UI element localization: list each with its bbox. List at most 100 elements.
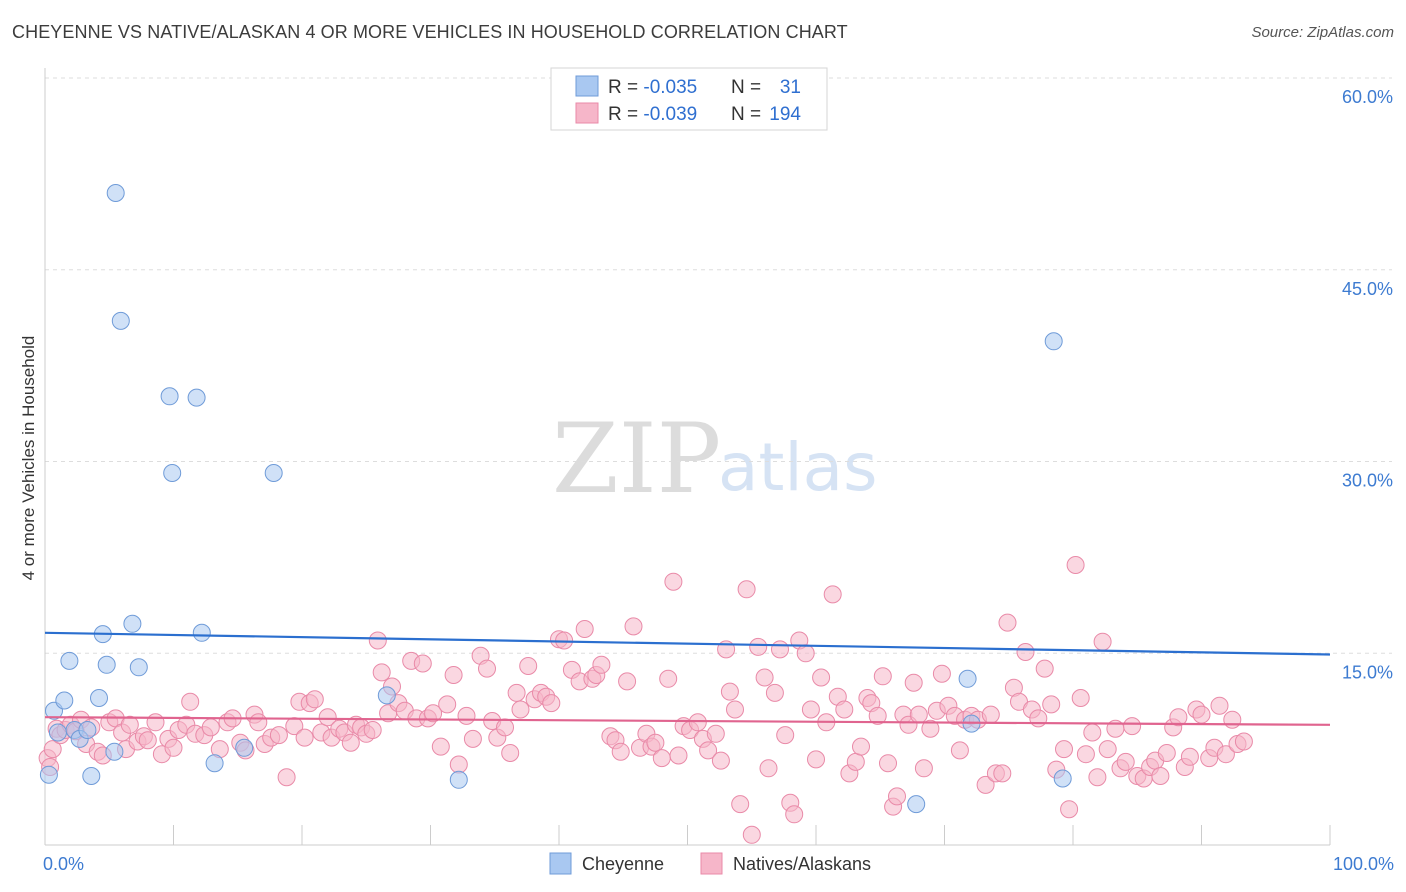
data-point-natives: [507, 683, 526, 702]
data-point-natives: [1016, 643, 1035, 661]
data-point-natives: [835, 700, 854, 719]
data-point-natives: [669, 746, 688, 765]
data-point-natives: [1116, 752, 1135, 771]
data-point-natives: [759, 759, 778, 778]
data-point-natives: [688, 713, 707, 732]
gridlines: [45, 77, 1392, 654]
data-point-natives: [519, 657, 538, 675]
data-point-natives: [981, 705, 1000, 724]
data-point-cheyenne: [160, 387, 179, 406]
watermark-atlas: atlas: [718, 429, 878, 506]
data-point-natives: [812, 668, 831, 687]
data-point-natives: [463, 729, 482, 748]
data-point-natives: [449, 755, 468, 774]
data-point-natives: [1210, 696, 1229, 715]
data-point-natives: [618, 672, 637, 691]
y-tick-label: 60.0%: [1342, 87, 1393, 107]
data-point-natives: [823, 585, 842, 604]
data-point-natives: [444, 666, 463, 684]
data-point-natives: [950, 741, 969, 760]
series-legend: Cheyenne Natives/Alaskans: [549, 852, 871, 875]
data-point-natives: [1055, 740, 1073, 759]
data-point-natives: [801, 700, 820, 719]
data-point-cheyenne: [105, 742, 124, 761]
data-point-natives: [888, 787, 906, 806]
watermark: ZIP atlas: [552, 403, 878, 515]
data-point-natives: [993, 764, 1012, 783]
data-point-natives: [1076, 745, 1095, 764]
data-point-natives: [1071, 689, 1090, 707]
y-tick-label: 30.0%: [1342, 471, 1393, 491]
data-point-natives: [1029, 709, 1048, 728]
data-point-natives: [146, 713, 165, 732]
data-point-cheyenne: [48, 723, 67, 742]
legend-n-label: N =: [731, 104, 761, 125]
data-point-cheyenne: [129, 658, 148, 677]
data-point-cheyenne: [958, 669, 977, 688]
legend-n-value: 31: [780, 77, 801, 98]
data-point-natives: [731, 795, 750, 814]
data-point-natives: [659, 669, 678, 688]
data-point-natives: [624, 617, 643, 636]
bottom-legend-label-natives: Natives/Alaskans: [733, 854, 871, 874]
data-point-natives: [706, 724, 725, 743]
data-point-natives: [1216, 745, 1235, 764]
legend-swatch-cheyenne: [575, 75, 599, 97]
data-point-natives: [277, 768, 296, 787]
legend-r-value: -0.035: [643, 77, 697, 98]
data-point-natives: [249, 713, 268, 732]
data-point-natives: [699, 741, 718, 760]
data-point-natives: [998, 613, 1017, 632]
data-point-natives: [424, 704, 443, 723]
data-point-natives: [1042, 695, 1061, 714]
data-point-natives: [1151, 767, 1170, 785]
data-point-natives: [413, 654, 432, 673]
data-point-natives: [120, 715, 139, 734]
legend-swatch-natives: [575, 102, 599, 124]
data-point-natives: [646, 733, 665, 752]
data-point-cheyenne: [187, 388, 206, 407]
legend-row-natives: R = -0.039: [608, 104, 697, 125]
data-point-natives: [1157, 744, 1176, 762]
data-point-natives: [737, 580, 756, 599]
data-point-natives: [501, 744, 520, 762]
data-point-natives: [1035, 659, 1054, 678]
data-point-natives: [1223, 710, 1242, 729]
data-point-natives: [305, 690, 324, 709]
data-point-cheyenne: [205, 754, 224, 773]
data-point-cheyenne: [106, 184, 125, 202]
data-point-natives: [372, 663, 391, 682]
chart-source: Source: ZipAtlas.com: [1251, 24, 1394, 41]
bottom-legend-swatch-natives: [700, 852, 723, 875]
data-point-natives: [457, 706, 476, 725]
trend-lines: [44, 631, 1331, 726]
trend-line-cheyenne: [44, 631, 1331, 656]
data-point-natives: [1234, 732, 1253, 751]
data-point-natives: [592, 655, 611, 674]
data-point-natives: [868, 706, 887, 725]
data-point-cheyenne: [264, 464, 283, 482]
y-axis-label: 4 or more Vehicles in Household: [19, 336, 38, 581]
trend-line-natives: [44, 716, 1331, 726]
data-point-natives: [138, 731, 157, 750]
y-tick-label: 15.0%: [1342, 662, 1393, 682]
data-point-natives: [269, 726, 288, 745]
legend-n-label: N =: [731, 77, 761, 98]
data-point-natives: [904, 673, 923, 692]
data-point-natives: [852, 737, 870, 756]
data-point-cheyenne: [97, 655, 116, 674]
data-point-cheyenne: [377, 686, 396, 705]
data-point-cheyenne: [90, 689, 108, 707]
data-point-cheyenne: [78, 721, 97, 739]
data-point-cheyenne: [82, 767, 101, 785]
legend-row-cheyenne: R = -0.035: [608, 77, 697, 98]
data-point-cheyenne: [60, 651, 79, 670]
data-point-natives: [785, 805, 804, 824]
data-point-natives: [914, 759, 933, 778]
data-point-natives: [796, 644, 815, 663]
data-point-natives: [295, 728, 314, 747]
data-point-natives: [755, 668, 774, 687]
data-point-natives: [1192, 705, 1211, 724]
data-point-natives: [921, 719, 940, 738]
